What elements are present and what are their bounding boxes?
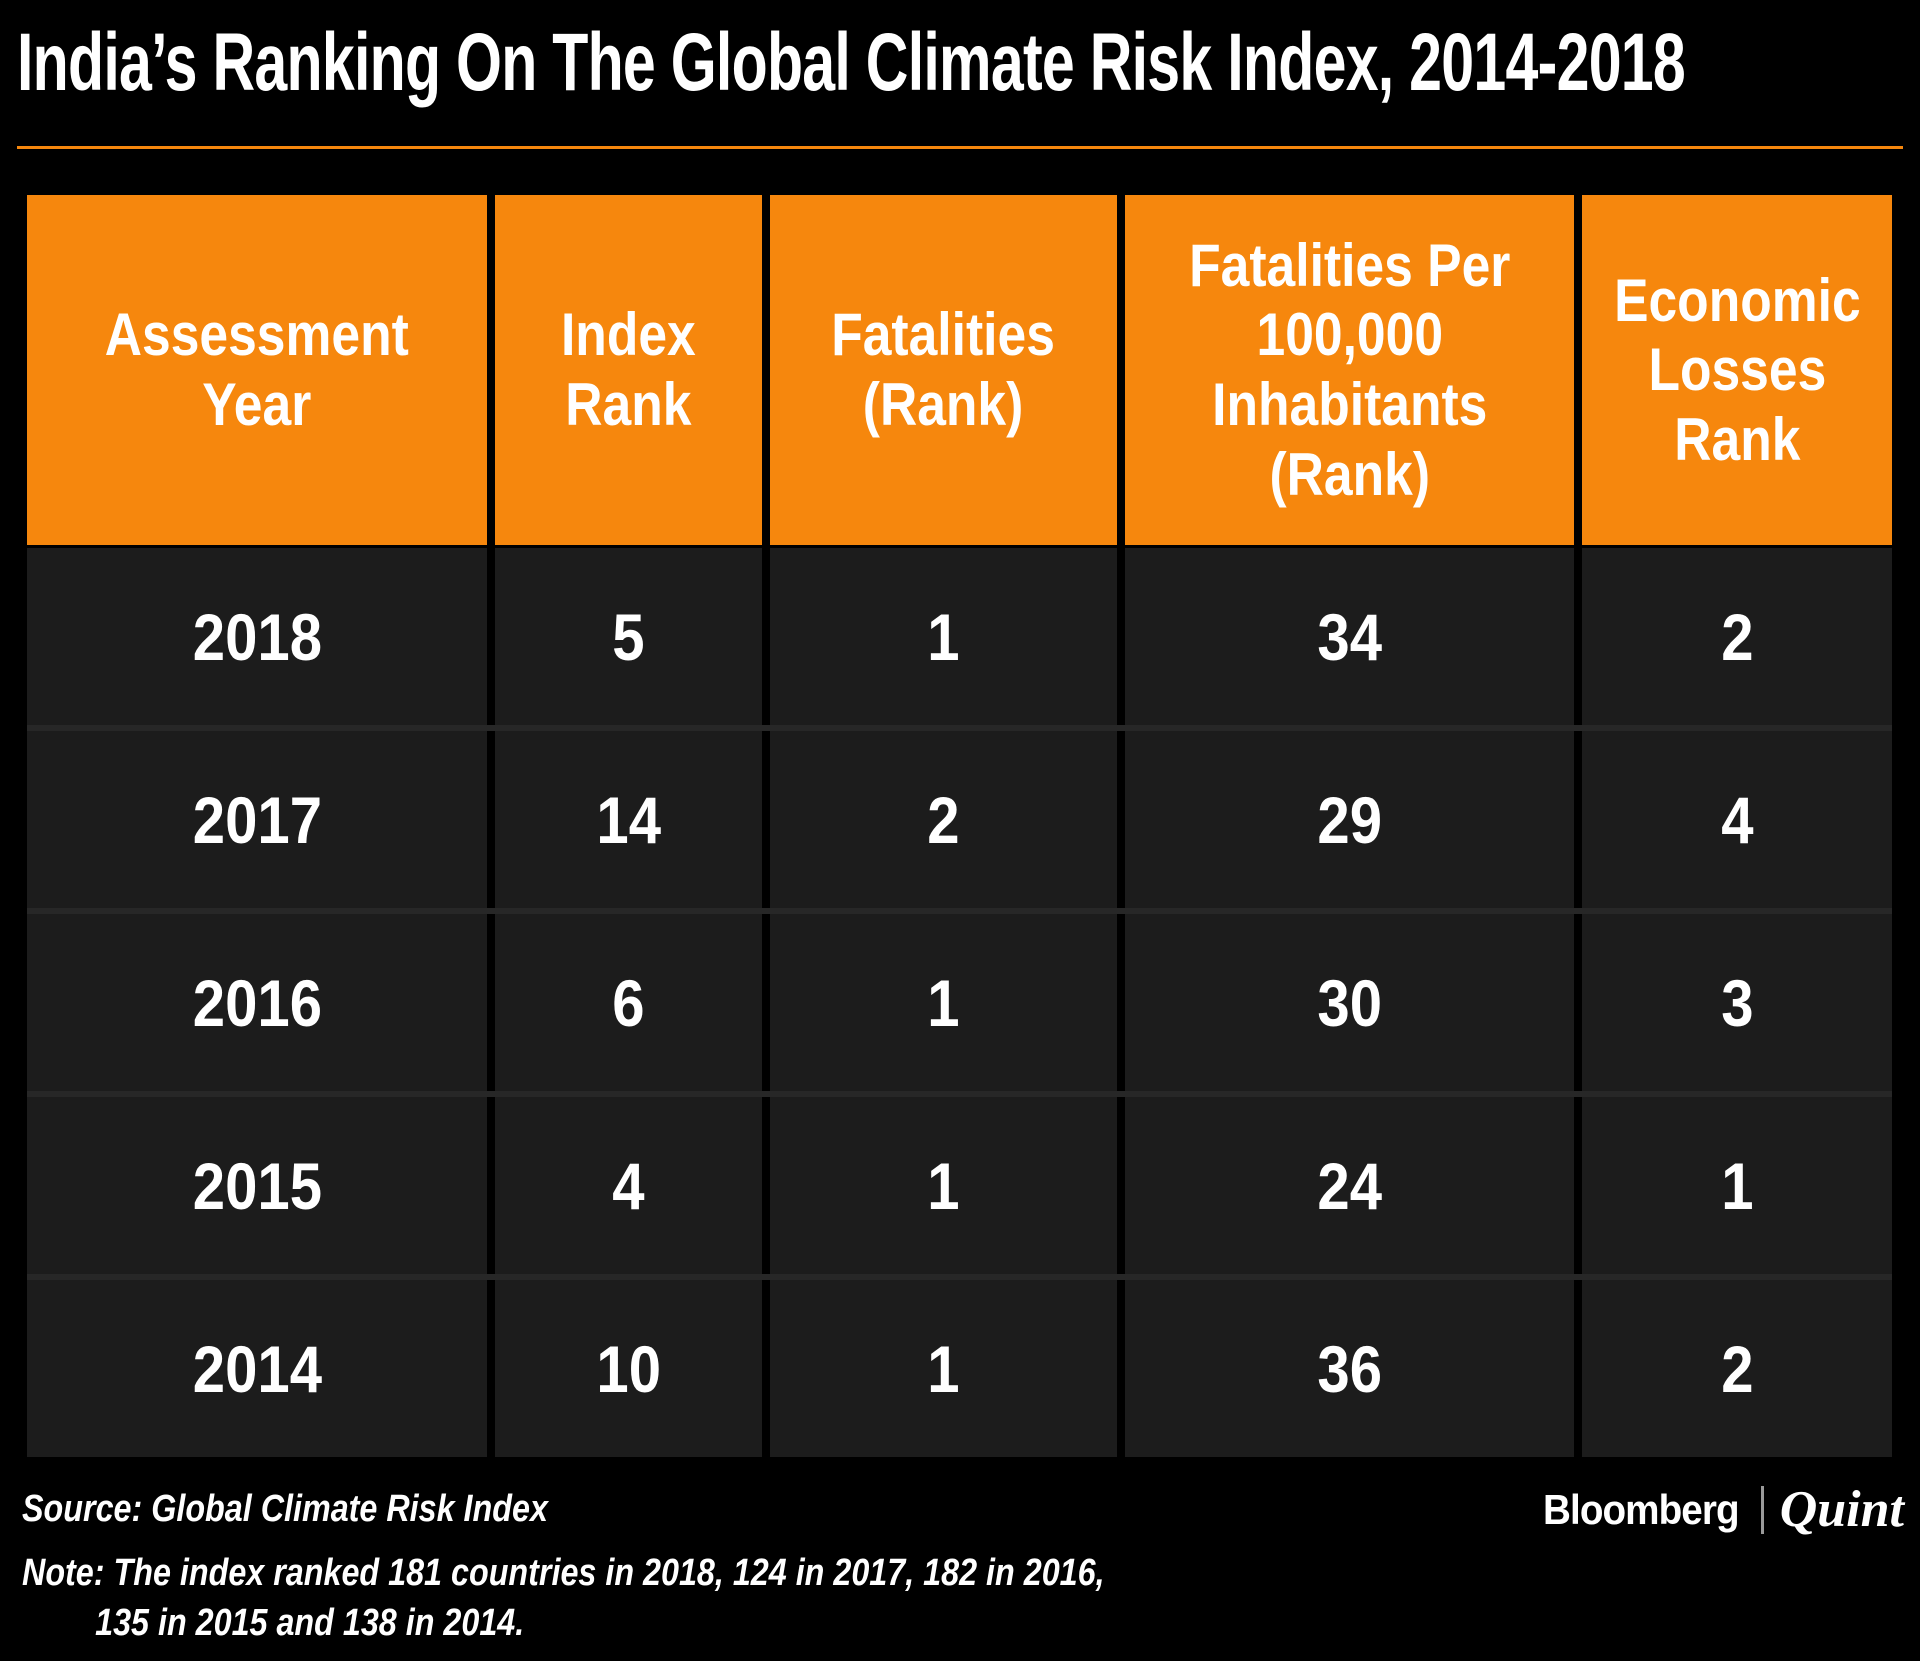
year-cell: 2018 <box>27 548 487 725</box>
header-cell-index-rank: Index Rank <box>495 195 762 545</box>
cell-value: 2 <box>927 782 960 857</box>
source-text: Source: Global Climate Risk Index <box>22 1488 548 1530</box>
year-cell: 2016 <box>27 914 487 1091</box>
cell-value: 3 <box>1720 965 1754 1040</box>
table-row-2015: 2015 4 1 24 1 <box>27 1097 1892 1274</box>
economic-losses-cell: 2 <box>1582 548 1892 725</box>
cell-value: 24 <box>1317 1148 1382 1223</box>
header-label: Economic Losses Rank <box>1613 266 1861 473</box>
cell-value: 36 <box>1317 1331 1382 1406</box>
title-divider <box>17 146 1903 149</box>
cell-value: 2016 <box>192 965 322 1040</box>
fatalities-rank-cell: 1 <box>770 548 1117 725</box>
row-separator <box>27 1091 1892 1097</box>
row-separator <box>27 908 1892 914</box>
quint-wordmark: Quint <box>1779 1481 1904 1538</box>
row-separator <box>27 1274 1892 1280</box>
year-cell: 2014 <box>27 1280 487 1457</box>
cell-value: 2017 <box>192 782 322 857</box>
note-line-1: Note: The index ranked 181 countries in … <box>22 1552 1105 1594</box>
header-body-gap <box>27 545 1892 548</box>
cell-value: 14 <box>596 782 661 857</box>
note-text: Note: The index ranked 181 countries in … <box>22 1548 1105 1648</box>
fatalities-rank-cell: 1 <box>770 1280 1117 1457</box>
note-line-2: 135 in 2015 and 138 in 2014. <box>95 1602 525 1644</box>
header-cell-fatalities-per-100k: Fatalities Per 100,000 Inhabitants (Rank… <box>1125 195 1574 545</box>
economic-losses-cell: 1 <box>1582 1097 1892 1274</box>
fatalities-per-100k-cell: 29 <box>1125 731 1574 908</box>
cell-value: 6 <box>612 965 645 1040</box>
cell-value: 5 <box>612 599 645 674</box>
fatalities-per-100k-cell: 34 <box>1125 548 1574 725</box>
header-cell-economic-losses: Economic Losses Rank <box>1582 195 1892 545</box>
index-rank-cell: 4 <box>495 1097 762 1274</box>
fatalities-per-100k-cell: 24 <box>1125 1097 1574 1274</box>
bloomberg-quint-logo: Bloomberg Quint <box>1526 1484 1904 1536</box>
cell-value: 34 <box>1317 599 1382 674</box>
table-row-2018: 2018 5 1 34 2 <box>27 548 1892 725</box>
cell-value: 30 <box>1317 965 1382 1040</box>
cell-value: 4 <box>612 1148 645 1223</box>
row-separator <box>27 725 1892 731</box>
year-cell: 2017 <box>27 731 487 908</box>
index-rank-cell: 14 <box>495 731 762 908</box>
economic-losses-cell: 2 <box>1582 1280 1892 1457</box>
fatalities-rank-cell: 1 <box>770 914 1117 1091</box>
cell-value: 2 <box>1720 599 1754 674</box>
index-rank-cell: 6 <box>495 914 762 1091</box>
header-cell-fatalities-rank: Fatalities (Rank) <box>770 195 1117 545</box>
table-header-row: Assessment Year Index Rank Fatalities (R… <box>27 195 1892 545</box>
cell-value: 2018 <box>192 599 322 674</box>
bloomberg-wordmark: Bloomberg <box>1543 1486 1740 1533</box>
header-cell-assessment-year: Assessment Year <box>27 195 487 545</box>
cell-value: 1 <box>927 1331 960 1406</box>
table-row-2017: 2017 14 2 29 4 <box>27 731 1892 908</box>
year-cell: 2015 <box>27 1097 487 1274</box>
cell-value: 2 <box>1720 1331 1754 1406</box>
cell-value: 10 <box>596 1331 661 1406</box>
fatalities-per-100k-cell: 30 <box>1125 914 1574 1091</box>
cell-value: 1 <box>927 965 960 1040</box>
index-rank-cell: 5 <box>495 548 762 725</box>
fatalities-rank-cell: 2 <box>770 731 1117 908</box>
header-label: Fatalities (Rank) <box>831 301 1056 438</box>
fatalities-rank-cell: 1 <box>770 1097 1117 1274</box>
cell-value: 2014 <box>192 1331 322 1406</box>
table-row-2014: 2014 10 1 36 2 <box>27 1280 1892 1457</box>
data-table: Assessment Year Index Rank Fatalities (R… <box>27 195 1892 1457</box>
cell-value: 1 <box>927 1148 960 1223</box>
table-row-2016: 2016 6 1 30 3 <box>27 914 1892 1091</box>
header-label: Index Rank <box>561 301 696 438</box>
cell-value: 1 <box>1720 1148 1754 1223</box>
index-rank-cell: 10 <box>495 1280 762 1457</box>
economic-losses-cell: 4 <box>1582 731 1892 908</box>
page-title: India’s Ranking On The Global Climate Ri… <box>17 17 1686 108</box>
header-label: Fatalities Per 100,000 Inhabitants (Rank… <box>1188 231 1511 508</box>
logo-divider <box>1760 1486 1764 1534</box>
cell-value: 1 <box>927 599 960 674</box>
cell-value: 2015 <box>192 1148 322 1223</box>
economic-losses-cell: 3 <box>1582 914 1892 1091</box>
cell-value: 4 <box>1720 782 1754 857</box>
fatalities-per-100k-cell: 36 <box>1125 1280 1574 1457</box>
header-label: Assessment Year <box>104 301 410 438</box>
cell-value: 29 <box>1317 782 1382 857</box>
